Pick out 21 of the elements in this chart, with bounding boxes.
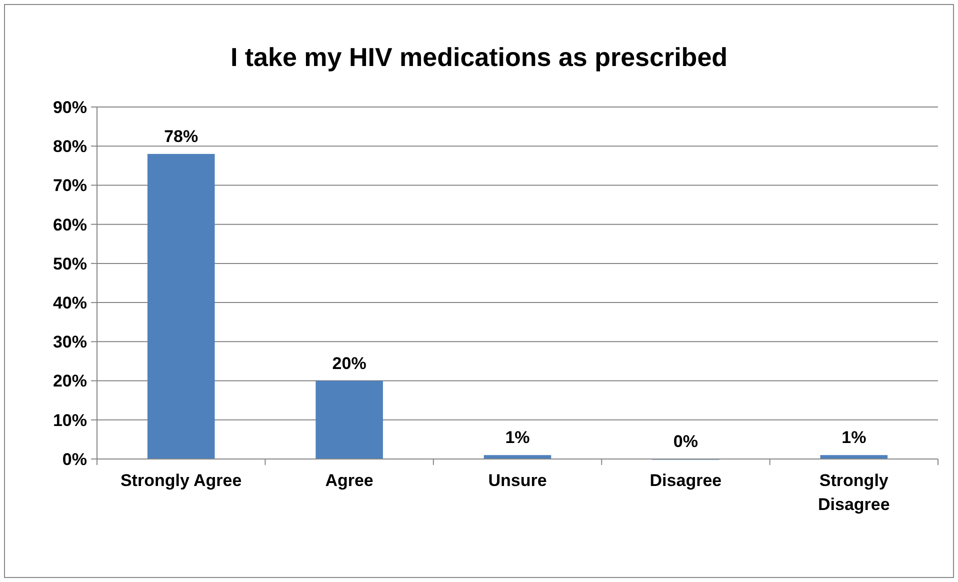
data-label: 1% xyxy=(842,428,866,448)
y-tick-label: 50% xyxy=(52,254,87,274)
y-tick-label: 10% xyxy=(52,410,87,430)
data-label: 20% xyxy=(332,354,366,373)
chart-title: I take my HIV medications as prescribed xyxy=(230,42,728,72)
y-tick-label: 60% xyxy=(52,215,87,234)
y-tick-label: 30% xyxy=(52,332,87,352)
y-tick-label: 80% xyxy=(52,137,87,156)
y-tick-label: 0% xyxy=(62,450,87,469)
data-label: 0% xyxy=(673,432,698,451)
y-tick-label: 20% xyxy=(52,372,87,391)
y-tick-label: 40% xyxy=(52,294,87,313)
x-tick-label: Strongly Disagree xyxy=(818,471,890,514)
data-label: 1% xyxy=(505,428,530,448)
x-tick-label: Unsure xyxy=(488,471,547,490)
x-tick-label: Strongly Agree xyxy=(120,471,242,490)
data-label: 78% xyxy=(164,126,198,146)
y-tick-label: 90% xyxy=(52,98,87,117)
y-tick-label: 70% xyxy=(52,176,87,196)
x-tick-label: Disagree xyxy=(650,471,722,490)
x-tick-label: Agree xyxy=(325,471,374,490)
